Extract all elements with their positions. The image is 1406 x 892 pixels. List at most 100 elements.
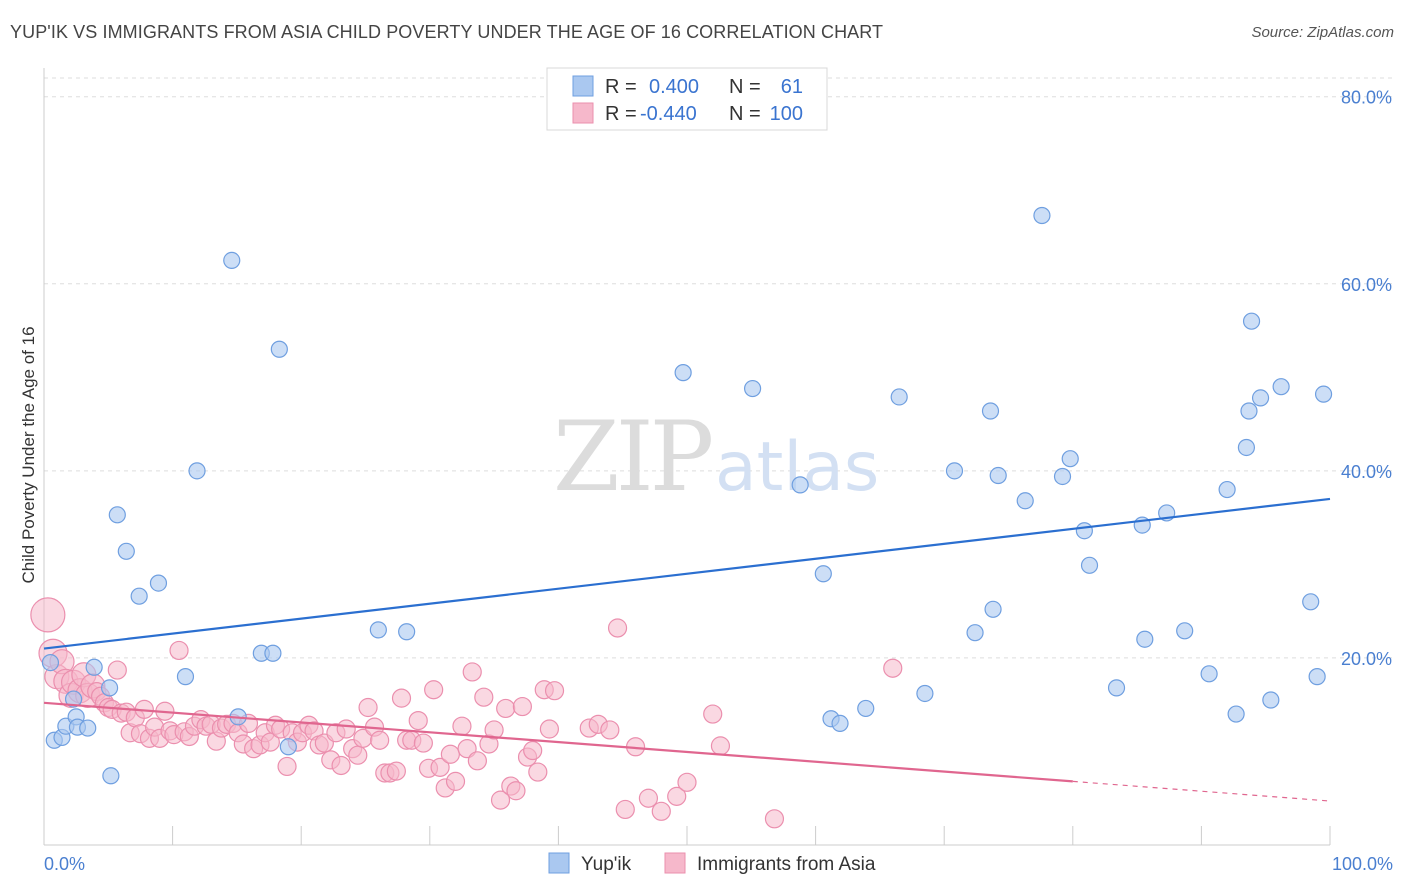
point-yupik	[1016, 492, 1034, 510]
point-immigrants-from-asia	[764, 809, 785, 829]
point-yupik	[1053, 467, 1072, 486]
point-immigrants-from-asia	[370, 730, 390, 750]
legend-n-value-2: 100	[770, 103, 803, 125]
point-yupik	[1033, 206, 1051, 225]
y-tick-label: 40.0%	[1341, 462, 1392, 482]
series-legend: Yup'ik Immigrants from Asia	[548, 852, 876, 875]
point-immigrants-from-asia	[677, 772, 697, 792]
legend-swatch-immigrants	[572, 102, 594, 124]
y-tick-label: 80.0%	[1341, 88, 1392, 108]
tick-labels: 20.0% 40.0% 60.0% 80.0% 0.0% 100.0%	[44, 88, 1393, 874]
point-yupik	[1251, 389, 1270, 407]
point-yupik	[1242, 312, 1261, 330]
legend-r-label-2: R =	[605, 103, 637, 125]
point-yupik	[1227, 705, 1245, 723]
point-immigrants-from-asia	[544, 681, 565, 701]
point-yupik	[1176, 622, 1194, 640]
legend-n-label-2: N =	[729, 103, 761, 125]
legend-r-label-1: R =	[605, 76, 637, 98]
point-yupik	[1218, 480, 1236, 499]
point-yupik	[984, 600, 1002, 618]
point-immigrants-from-asia	[358, 697, 378, 718]
point-immigrants-from-asia	[607, 618, 628, 638]
point-yupik	[149, 574, 168, 592]
point-yupik	[743, 379, 762, 398]
point-yupik	[1302, 593, 1320, 611]
point-immigrants-from-asia	[107, 660, 127, 680]
point-immigrants-from-asia	[506, 781, 526, 801]
x-tick-label-max: 100.0%	[1332, 854, 1393, 874]
point-yupik	[1080, 556, 1099, 574]
watermark-atlas: atlas	[715, 428, 879, 507]
trend-line-immigrants-extension	[1072, 780, 1331, 802]
watermark-zip: ZIP	[553, 401, 712, 513]
point-yupik	[108, 506, 126, 524]
point-immigrants-from-asia	[467, 751, 487, 771]
point-immigrants-from-asia	[496, 698, 516, 719]
point-yupik	[398, 623, 416, 641]
point-yupik	[989, 466, 1007, 485]
point-immigrants-from-asia	[348, 745, 368, 765]
point-yupik	[1200, 665, 1218, 683]
point-yupik	[41, 654, 60, 672]
point-yupik	[945, 462, 964, 480]
point-immigrants-from-asia	[512, 696, 532, 717]
point-yupik	[966, 624, 984, 642]
y-tick-label: 60.0%	[1341, 275, 1392, 295]
point-immigrants-from-asia	[169, 640, 189, 661]
point-immigrants-from-asia	[408, 710, 428, 731]
bottom-legend-swatch-yupik	[548, 852, 570, 874]
point-yupik	[369, 621, 387, 639]
bottom-legend-yupik: Yup'ik	[581, 854, 632, 875]
point-yupik	[890, 388, 908, 406]
point-yupik	[1075, 522, 1093, 540]
y-axis-label: Child Poverty Under the Age of 16	[19, 326, 38, 583]
series-immigrants-from-asia-points	[30, 597, 903, 829]
x-tick-label-min: 0.0%	[44, 854, 85, 874]
point-immigrants-from-asia	[462, 662, 482, 682]
point-yupik	[176, 668, 195, 686]
bottom-legend-immigrants: Immigrants from Asia	[697, 854, 876, 875]
point-yupik	[1314, 385, 1333, 403]
point-immigrants-from-asia	[528, 762, 548, 782]
point-yupik	[100, 679, 119, 697]
point-yupik	[223, 251, 241, 269]
point-yupik	[1262, 691, 1280, 709]
point-yupik	[1136, 630, 1154, 648]
point-immigrants-from-asia	[440, 744, 460, 764]
point-yupik	[64, 690, 83, 708]
point-immigrants-from-asia	[424, 680, 444, 700]
point-yupik	[79, 719, 97, 737]
trend-line-immigrants	[43, 701, 1073, 783]
point-immigrants-from-asia	[277, 756, 297, 777]
point-immigrants-from-asia	[386, 761, 406, 781]
point-yupik	[791, 476, 809, 494]
y-tick-label: 20.0%	[1341, 649, 1392, 669]
point-yupik	[270, 340, 288, 358]
point-yupik	[916, 684, 934, 703]
point-immigrants-from-asia	[30, 597, 66, 633]
legend-n-value-1: 61	[781, 76, 803, 98]
point-yupik	[1272, 378, 1290, 396]
point-yupik	[831, 714, 849, 733]
point-immigrants-from-asia	[667, 786, 687, 806]
point-yupik	[117, 542, 135, 560]
point-immigrants-from-asia	[615, 799, 635, 820]
point-immigrants-from-asia	[883, 658, 903, 678]
point-immigrants-from-asia	[484, 720, 504, 740]
point-immigrants-from-asia	[523, 740, 543, 761]
point-immigrants-from-asia	[638, 788, 659, 808]
point-yupik	[1308, 668, 1326, 686]
stats-legend: R = 0.400 N = 61 R = -0.440 N = 100	[546, 67, 828, 131]
point-yupik	[981, 402, 1000, 420]
series-yupik-points	[41, 206, 1333, 785]
point-yupik	[674, 364, 692, 382]
point-yupik	[857, 699, 875, 718]
axes	[43, 68, 1331, 846]
chart-title: YUP'IK VS IMMIGRANTS FROM ASIA CHILD POV…	[10, 22, 884, 42]
point-immigrants-from-asia	[490, 790, 511, 810]
legend-r-value-2: -0.440	[640, 103, 697, 125]
point-yupik	[264, 644, 282, 662]
point-yupik	[130, 587, 148, 605]
